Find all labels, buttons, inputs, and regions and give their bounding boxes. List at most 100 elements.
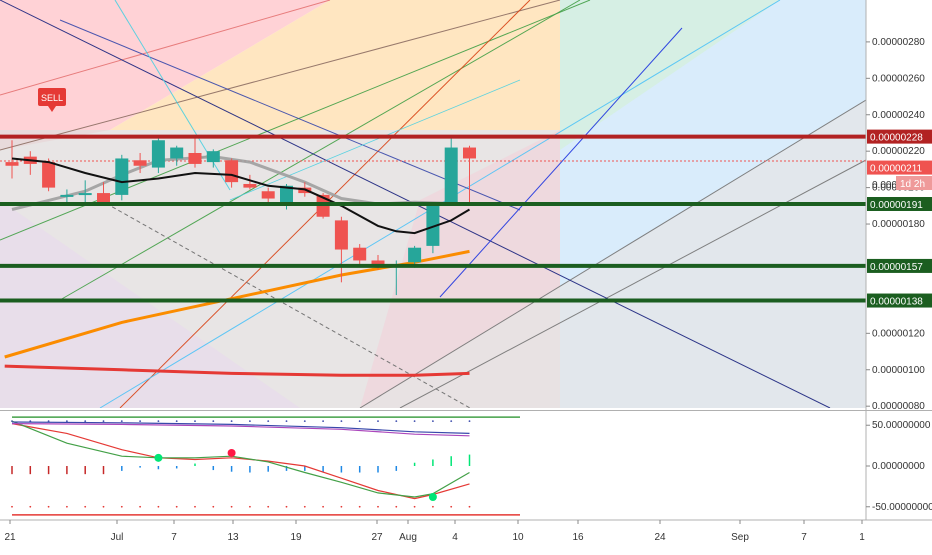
osc-dot [358,505,361,508]
osc-dot [468,505,471,508]
price-tick-label: 0.00000240 [872,110,925,121]
trend-line [0,0,331,96]
osc-signal-dot [428,492,437,501]
osc-dot [212,505,215,508]
candle-body [5,162,19,166]
candles-group: SELL [5,88,476,296]
price-tick-label: 0.00000100 [872,365,925,376]
trend-line [59,19,521,211]
time-tick-label: 4 [452,532,458,543]
trend-line [59,0,581,301]
osc-tick-label: 50.00000000 [872,420,931,431]
osc-dot [47,420,50,423]
osc-signal-dot [227,448,236,457]
candle-body [60,194,74,197]
time-tick-label: Sep [731,532,749,543]
countdown-label-bg [896,176,932,190]
osc-dot [29,505,32,508]
osc-dot [377,420,379,423]
osc-dot [84,505,87,508]
candle-body [408,247,422,263]
oscillator-pane [0,413,866,519]
price-axis-bg [866,0,932,550]
candle-body [170,147,184,159]
osc-dot [413,420,416,423]
osc-dot [66,420,68,423]
price-tick-label: 0.00000080 [872,401,925,412]
current-price-label-bg [867,160,932,175]
candle-body [206,151,220,163]
time-tick-label: 13 [227,532,239,543]
osc-dot [212,420,215,423]
osc-dot [194,420,196,423]
time-tick-label: 7 [801,532,807,543]
price-tick-label: 0.00000220 [872,146,925,157]
time-tick-label: 16 [572,532,584,543]
level-price-label-bg [867,258,932,273]
level-price-label-bg [867,129,932,144]
level-price-label: 0.00000228 [870,133,923,144]
level-price-label-bg [867,293,932,308]
candle-body [426,204,440,246]
osc-signal-dot [154,453,163,462]
osc-dot [139,420,142,423]
trend-line [399,159,866,408]
osc-dot [303,420,306,423]
time-tick-label: Aug [399,532,417,543]
level-price-label: 0.00000157 [870,262,923,273]
fan-zone-orange [110,0,560,130]
osc-dot [468,420,471,423]
osc-dot [157,420,160,423]
osc-dot [285,505,288,508]
trend-line [0,0,561,151]
trend-line [229,79,521,201]
candle-body [280,185,293,203]
osc-series-line [11,421,470,434]
osc-tick-label: 0.00000000 [872,461,925,472]
osc-dot [285,420,288,423]
countdown-label: 1d 2h [900,179,925,190]
time-tick-label: 10 [512,532,524,543]
osc-dot [413,505,416,508]
osc-dot [322,420,324,423]
sell-signal-pointer [48,106,56,112]
osc-dot [175,420,178,423]
osc-dot [340,420,343,423]
osc-dot [47,505,50,508]
candle-body [133,160,147,166]
candle-body [151,140,165,168]
time-tick-label: 19 [290,532,302,543]
level-price-label: 0.00000138 [870,297,923,308]
fan-zone-purple [0,200,300,408]
osc-dot [84,420,87,423]
level-lines [0,134,866,303]
osc-dot [358,420,361,423]
osc-dot [450,420,453,423]
osc-dot [450,505,453,508]
candle-body [463,147,476,159]
candle-body [42,162,56,188]
osc-dot [395,420,398,423]
candle-body [353,247,367,261]
osc-dot [175,505,178,508]
ma-orange [4,249,470,359]
osc-dot [102,420,105,423]
projection-zone-green [560,0,780,150]
time-tick-label: 27 [371,532,383,543]
osc-dot [377,505,379,508]
sell-signal-label: SELL [41,93,63,103]
osc-dot [340,505,343,508]
osc-dot [322,505,324,508]
osc-series-line [11,420,470,498]
ma-black [11,157,471,235]
time-tick-label: 7 [171,532,177,543]
candle-body [225,160,239,183]
price-tick-label: 0.0000019 [872,180,920,191]
osc-dot [139,505,142,508]
osc-dot [267,505,270,508]
candle-body [115,158,129,195]
osc-dot [432,420,434,423]
